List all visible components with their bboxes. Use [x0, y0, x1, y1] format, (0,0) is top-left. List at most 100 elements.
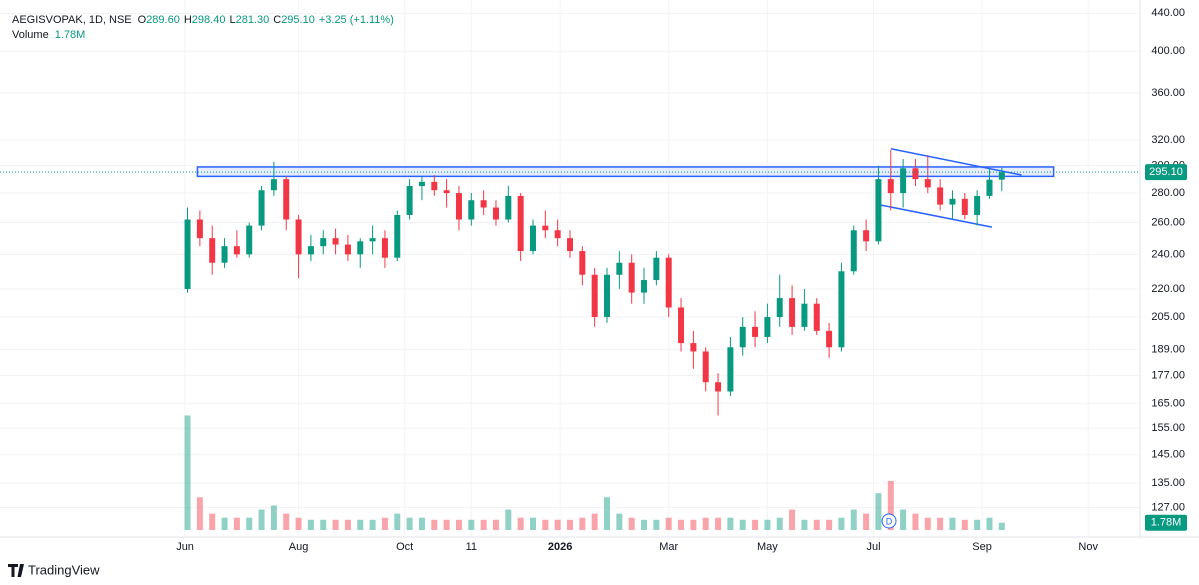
candle	[542, 210, 549, 239]
x-tick-label: May	[757, 541, 778, 553]
candle	[924, 155, 931, 194]
candle	[875, 165, 882, 245]
volume-bar	[591, 513, 598, 530]
candle	[838, 262, 845, 352]
candle	[295, 214, 302, 279]
volume-bar	[480, 519, 487, 530]
volume-bar	[579, 517, 586, 530]
volume-bar	[826, 519, 833, 530]
y-tick-label: 155.00	[1151, 422, 1185, 434]
candle-body	[813, 303, 820, 331]
candle-body	[789, 298, 796, 327]
candle-body	[209, 238, 216, 263]
volume-bar	[739, 519, 746, 530]
logo-icon	[8, 564, 27, 577]
last-volume-badge	[1145, 514, 1187, 531]
candle-body	[863, 230, 870, 242]
candle	[431, 175, 438, 196]
x-tick-label: Jul	[866, 541, 880, 553]
y-tick-label: 135.00	[1151, 477, 1185, 489]
volume-bar	[246, 517, 253, 530]
candle-body	[974, 195, 981, 215]
candle-body	[887, 179, 894, 194]
candle-body	[221, 246, 228, 263]
candle-body	[764, 317, 771, 337]
candle-body	[492, 207, 499, 220]
candle	[283, 176, 290, 231]
volume-bar	[998, 522, 1005, 530]
candle	[320, 230, 327, 255]
candle-body	[406, 186, 413, 215]
candle	[184, 207, 191, 293]
candle	[727, 336, 734, 397]
dividend-label: D	[886, 516, 893, 526]
candle-body	[505, 195, 512, 220]
candle-body	[838, 271, 845, 348]
volume-bar	[221, 517, 228, 530]
candle-body	[480, 200, 487, 208]
y-tick-label: 320.00	[1151, 134, 1185, 146]
candle-body	[690, 343, 697, 352]
y-tick-label: 127.00	[1151, 501, 1185, 513]
last-price-label: 295.10	[1149, 166, 1183, 178]
candle	[591, 267, 598, 327]
volume-bar	[616, 513, 623, 530]
candle-body	[739, 326, 746, 348]
x-tick-label: Aug	[289, 541, 309, 553]
x-tick-label: Oct	[396, 541, 413, 553]
candle-body	[381, 238, 388, 258]
ohlc-key: C	[273, 14, 281, 26]
candle	[529, 219, 536, 255]
candle-body	[616, 262, 623, 275]
candle	[258, 186, 265, 231]
y-tick-label: 177.00	[1151, 369, 1185, 381]
candle-body	[850, 230, 857, 272]
candle-body	[468, 200, 475, 220]
volume-legend: Volume 1.78M	[12, 29, 85, 41]
ohlc-key: O	[138, 14, 147, 26]
candle	[554, 219, 561, 247]
volume-bar	[641, 519, 648, 530]
candle	[764, 303, 771, 344]
volume-bar	[542, 519, 549, 530]
dividend-circle	[881, 513, 897, 529]
candle	[813, 298, 820, 335]
volume-bar	[653, 519, 660, 530]
candle	[196, 210, 203, 247]
candle-body	[246, 225, 253, 255]
candle-body	[529, 225, 536, 252]
candle-body	[455, 193, 462, 220]
y-tick-label: 360.00	[1151, 87, 1185, 99]
candle-body	[184, 219, 191, 289]
volume-bar	[937, 517, 944, 530]
volume-bar	[924, 517, 931, 530]
candle-body	[752, 326, 759, 337]
candle-body	[641, 280, 648, 293]
volume-bar	[233, 517, 240, 530]
candle	[492, 200, 499, 226]
last-price-badge	[1145, 164, 1187, 181]
y-tick-label: 400.00	[1151, 45, 1185, 57]
y-tick-label: 260.00	[1151, 216, 1185, 228]
candle-body	[270, 179, 277, 191]
candle-body	[418, 181, 425, 187]
candle	[776, 274, 783, 327]
volume-bar	[567, 519, 573, 530]
candle	[752, 311, 759, 348]
volume-bar	[875, 493, 882, 530]
volume-bar	[270, 505, 277, 530]
y-tick-label: 220.00	[1151, 283, 1185, 295]
x-tick-label: Sep	[972, 541, 992, 553]
candle	[715, 373, 722, 416]
candle-body	[443, 190, 450, 194]
candle	[641, 267, 648, 304]
volume-bar	[665, 517, 672, 530]
candle	[937, 179, 944, 211]
volume-bar	[974, 519, 981, 530]
volume-bar	[850, 509, 857, 530]
candle	[209, 225, 216, 275]
ohlc-value: 295.10	[281, 14, 315, 26]
volume-bar	[443, 519, 450, 530]
candle	[505, 186, 512, 223]
volume-bar	[196, 497, 203, 530]
